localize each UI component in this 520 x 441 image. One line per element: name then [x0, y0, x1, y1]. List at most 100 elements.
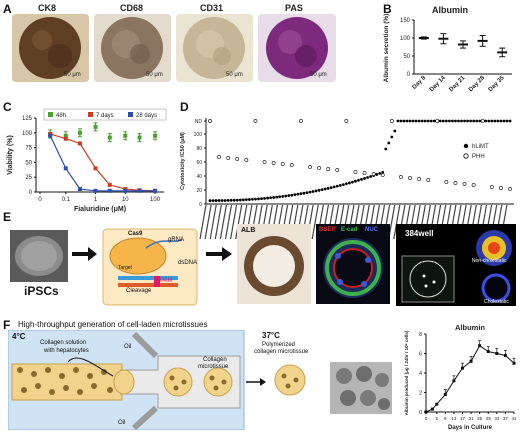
chart-d-point-hlimt — [251, 197, 254, 201]
alb-micrograph — [237, 224, 311, 304]
chart-c-xtick-label: 0.1 — [62, 197, 71, 203]
chart-d-point-hlimt — [351, 180, 354, 184]
cd68-spheroid-image — [101, 17, 163, 79]
chart-d-point-hlimt — [381, 170, 385, 174]
chart-d-point-hlimt — [363, 177, 366, 180]
chart-f-ytick-label: 2 — [419, 391, 422, 397]
chart-d-point-hlimt — [357, 178, 360, 182]
chart-d-point-phh — [353, 170, 358, 174]
chart-d-legend-label: PHH — [472, 154, 485, 160]
chart-d-point-hlimt — [411, 119, 415, 123]
scale-bar-cd31: 50 μm — [226, 72, 243, 78]
scale-bar-cd68: 50 μm — [146, 72, 163, 78]
chart-f-point — [435, 402, 439, 406]
crispr-diagram — [102, 228, 198, 306]
chart-d-point-hlimt — [238, 198, 242, 202]
chart-c-point — [107, 188, 112, 193]
chart-d-point-hlimt — [475, 119, 479, 123]
chart-d-point-phh — [426, 178, 431, 182]
chart-d-point-hlimt — [375, 173, 379, 176]
chart-d-point-hlimt — [484, 119, 488, 123]
chart-d-ytick-label: 100 — [194, 132, 203, 138]
chart-b-xtick-label: Day 28 — [468, 75, 486, 93]
chart-d-point-hlimt — [423, 119, 427, 123]
cas9-label: Cas9 — [128, 231, 143, 237]
chart-c-line-2 — [49, 135, 156, 192]
chart-d-point-hlimt — [247, 198, 251, 201]
chart-f-xlabel: Days in Culture — [448, 425, 493, 431]
ipsc-colony-image — [15, 236, 63, 276]
chart-d-point-phh — [317, 166, 321, 170]
chart-d-point-hlimt — [390, 135, 394, 139]
chart-d-point-phh — [489, 185, 494, 189]
chart-d-point-phh — [417, 177, 421, 181]
chart-d-point-hlimt — [305, 191, 309, 195]
microtissue-label: microtissue — [198, 364, 229, 370]
cytotoxicity-chart: 0 20 40 60 80 100 ND Cytotoxicity IC50 (μM) hLiM… — [180, 118, 514, 206]
chart-d-ytick-label: ND — [195, 119, 203, 125]
chart-f-title: Albumin — [455, 323, 485, 332]
ck8-spheroid-image — [19, 17, 81, 79]
chart-d-point-hlimt — [366, 176, 369, 179]
chart-c-point — [93, 188, 98, 193]
chart-c-point — [93, 166, 98, 171]
chart-d-point-hlimt — [254, 197, 257, 201]
chart-d-point-hlimt — [211, 199, 215, 202]
chart-f-xtick-label: 25 — [477, 416, 483, 421]
cleavage-label: Cleavage — [126, 288, 152, 294]
panel-label-a: A — [3, 2, 12, 16]
chart-d-point-hlimt — [444, 119, 448, 123]
well-plate-image — [401, 230, 512, 303]
micrograph-pas — [258, 14, 336, 82]
chart-d-drug-tick — [209, 205, 217, 240]
chart-d-point-hlimt — [478, 119, 482, 123]
chart-d-point-hlimt — [217, 199, 221, 202]
chart-c-ytick-label: 25 — [25, 175, 32, 181]
chart-d-point-hlimt — [281, 194, 285, 198]
chart-f-xtick-label: 29 — [486, 416, 492, 421]
chart-d-point-hlimt — [293, 193, 297, 197]
chart-d-point-hlimt — [496, 119, 500, 123]
chart-c-point — [63, 166, 68, 171]
chart-c-point — [63, 133, 68, 138]
alb-label: ALB — [241, 227, 256, 234]
chart-d-point-hlimt — [296, 192, 300, 196]
chart-d-point-hlimt — [402, 119, 406, 123]
chart-d-point-hlimt — [360, 177, 363, 181]
chart-d-point-phh — [308, 165, 312, 169]
micrograph-title-cd68: CD68 — [120, 3, 144, 13]
chart-d-point-phh — [408, 176, 412, 180]
chart-d-point-phh — [399, 175, 403, 179]
chart-d-point-hlimt — [226, 199, 230, 202]
chart-f-xtick-label: 41 — [511, 416, 517, 421]
chart-f-xtick-label: 37 — [503, 416, 509, 421]
chart-f-point — [478, 344, 482, 348]
chart-d-point-hlimt — [244, 198, 248, 202]
chart-d-point-hlimt — [408, 119, 412, 123]
chart-d-point-hlimt — [208, 199, 212, 202]
chart-d-point-phh — [280, 162, 285, 166]
chart-d-point-hlimt — [396, 119, 400, 123]
chart-d-point-phh — [253, 119, 258, 123]
chart-d-drug-tick — [235, 205, 243, 240]
chart-d-point-hlimt — [317, 188, 321, 192]
chart-d-point-hlimt — [338, 183, 342, 187]
microtissue-array-image — [336, 366, 390, 410]
chart-f-ytick-label: 8 — [419, 332, 422, 338]
chart-c-ytick-label: 125 — [22, 116, 33, 122]
chart-c-point — [123, 133, 128, 138]
chart-d-point-hlimt — [466, 119, 469, 123]
microfluidic-diagram — [8, 330, 306, 430]
chart-b-ylabel-group: Albumin secretion (%) — [383, 14, 390, 83]
chart-c-legend-box — [43, 108, 167, 121]
alb-organoid-image — [244, 236, 304, 296]
chart-d-point-hlimt — [354, 179, 357, 183]
chart-d-point-hlimt — [269, 196, 273, 200]
chart-d-point-hlimt — [335, 184, 339, 188]
chart-d-point-hlimt — [347, 181, 351, 185]
chart-d-point-hlimt — [387, 141, 391, 145]
chart-d-point-hlimt — [441, 119, 445, 123]
chart-d-legend-swatch — [463, 153, 469, 159]
chart-d-point-phh — [435, 119, 440, 123]
